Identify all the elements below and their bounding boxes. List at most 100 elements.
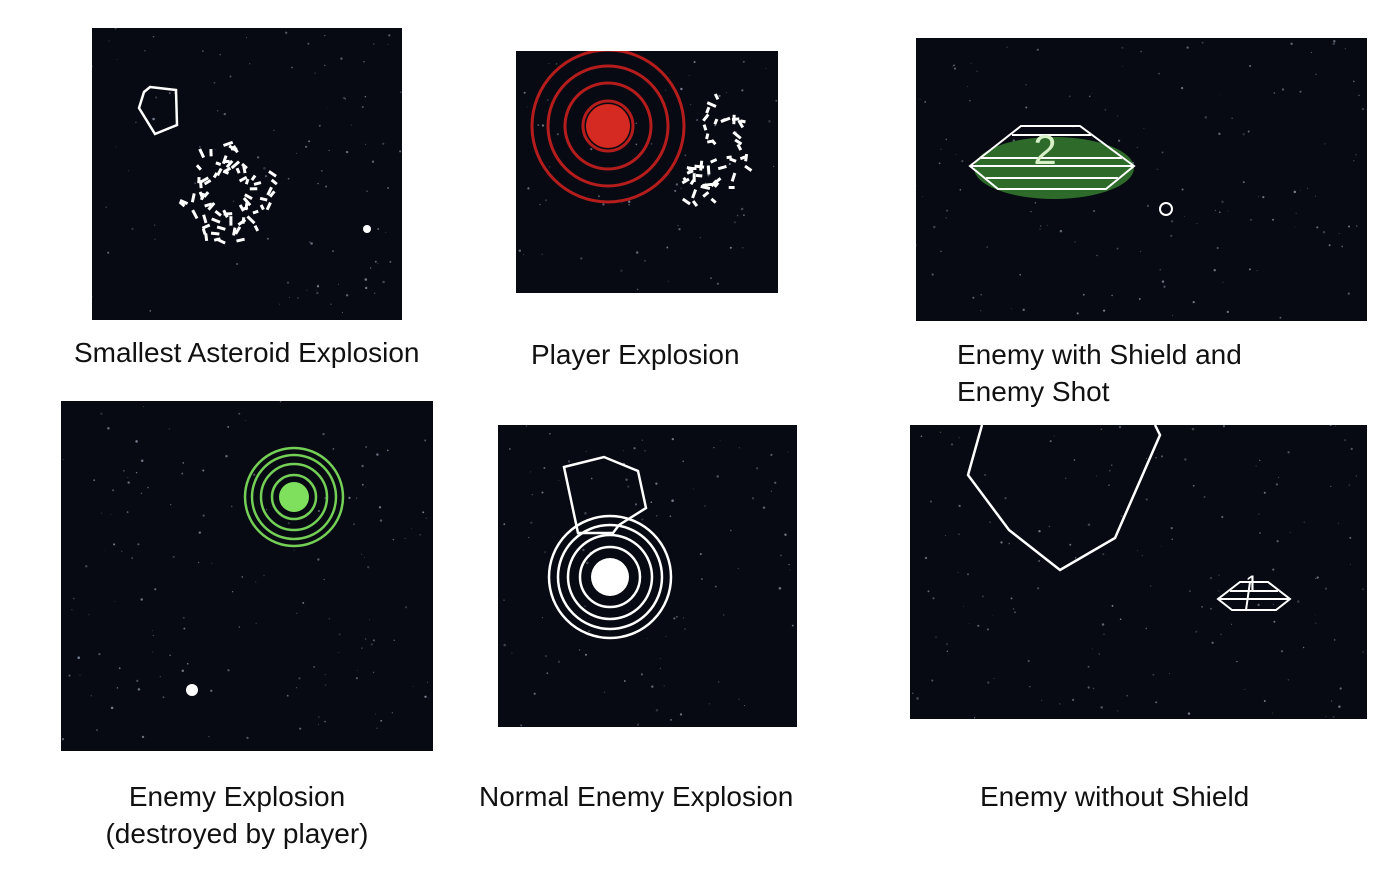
star bbox=[366, 190, 368, 192]
debris-fragment bbox=[207, 201, 216, 211]
panel-enemy-without-shield: 1 bbox=[910, 425, 1367, 719]
star bbox=[991, 615, 993, 617]
star bbox=[116, 59, 118, 61]
star bbox=[729, 246, 732, 249]
star bbox=[299, 727, 302, 730]
star bbox=[1221, 200, 1224, 204]
panel-enemy-with-shield: 2 bbox=[916, 38, 1367, 321]
caption-line: Normal Enemy Explosion bbox=[479, 781, 794, 812]
star bbox=[789, 569, 791, 571]
star bbox=[68, 674, 71, 677]
star bbox=[317, 509, 320, 513]
caption-enemy-explosion-destroyed: Enemy Explosion (destroyed by player) bbox=[61, 778, 413, 852]
star bbox=[950, 443, 954, 446]
explosion-debris bbox=[178, 140, 278, 245]
star bbox=[1181, 188, 1184, 191]
star bbox=[1087, 665, 1090, 668]
star bbox=[737, 568, 739, 569]
star bbox=[159, 675, 161, 678]
star bbox=[775, 99, 778, 102]
star bbox=[641, 518, 644, 521]
star bbox=[1116, 115, 1118, 117]
debris-fragment bbox=[235, 167, 241, 174]
star bbox=[1242, 181, 1245, 184]
star bbox=[173, 92, 176, 94]
star bbox=[208, 735, 210, 738]
star bbox=[673, 617, 676, 620]
star bbox=[1092, 687, 1095, 690]
star bbox=[428, 697, 430, 699]
star bbox=[770, 453, 773, 456]
star bbox=[541, 124, 545, 127]
star bbox=[1163, 285, 1166, 288]
star bbox=[597, 195, 600, 198]
star bbox=[788, 563, 790, 566]
star bbox=[186, 662, 189, 665]
debris-fragment bbox=[213, 237, 221, 242]
star bbox=[265, 174, 268, 178]
debris-fragment bbox=[744, 164, 753, 172]
debris-fragment bbox=[713, 93, 720, 101]
star bbox=[371, 160, 375, 163]
debris-fragment bbox=[729, 157, 737, 163]
star bbox=[1250, 219, 1252, 221]
star bbox=[100, 412, 103, 415]
star bbox=[115, 146, 117, 148]
star bbox=[1116, 247, 1119, 250]
star bbox=[1104, 108, 1107, 111]
star bbox=[1100, 706, 1103, 709]
star bbox=[523, 91, 526, 94]
star bbox=[973, 717, 976, 719]
star bbox=[382, 142, 385, 145]
star bbox=[544, 654, 548, 658]
star bbox=[332, 448, 335, 450]
asteroid-outline bbox=[966, 425, 1162, 572]
star bbox=[169, 503, 172, 506]
star bbox=[1111, 604, 1114, 607]
star bbox=[72, 597, 75, 600]
starfield bbox=[61, 401, 430, 741]
debris-fragment bbox=[204, 233, 209, 242]
star bbox=[742, 60, 745, 63]
star bbox=[77, 656, 80, 659]
star bbox=[168, 92, 171, 95]
star bbox=[1222, 281, 1224, 283]
debris-fragment bbox=[178, 200, 186, 208]
star bbox=[364, 278, 368, 281]
star bbox=[1160, 545, 1162, 547]
star bbox=[1040, 225, 1042, 227]
star bbox=[238, 626, 240, 628]
star bbox=[373, 43, 375, 45]
star bbox=[945, 209, 949, 212]
star bbox=[1191, 427, 1195, 431]
star bbox=[1263, 700, 1266, 702]
star bbox=[1145, 498, 1148, 501]
star bbox=[676, 615, 678, 618]
caption-line: Enemy Shot bbox=[957, 376, 1110, 407]
star bbox=[1108, 469, 1111, 472]
star bbox=[1316, 226, 1319, 229]
player-explosion-scene bbox=[518, 51, 778, 291]
star bbox=[341, 311, 343, 314]
debris-fragment bbox=[211, 217, 221, 224]
star bbox=[308, 140, 311, 143]
star bbox=[635, 251, 639, 254]
star bbox=[1180, 86, 1184, 90]
star bbox=[1276, 540, 1279, 543]
caption-normal-enemy-explosion: Normal Enemy Explosion bbox=[479, 778, 839, 815]
star bbox=[1092, 209, 1096, 213]
star bbox=[1122, 65, 1124, 67]
star bbox=[958, 437, 960, 439]
star bbox=[969, 99, 971, 102]
star bbox=[1330, 485, 1332, 488]
star bbox=[725, 91, 727, 93]
star bbox=[169, 654, 171, 657]
star bbox=[378, 506, 382, 509]
star bbox=[1262, 195, 1265, 199]
star bbox=[152, 117, 155, 121]
star bbox=[714, 585, 717, 588]
star bbox=[692, 488, 694, 490]
debris-fragment bbox=[252, 209, 259, 215]
debris-fragment bbox=[202, 214, 208, 224]
star bbox=[1100, 428, 1103, 430]
